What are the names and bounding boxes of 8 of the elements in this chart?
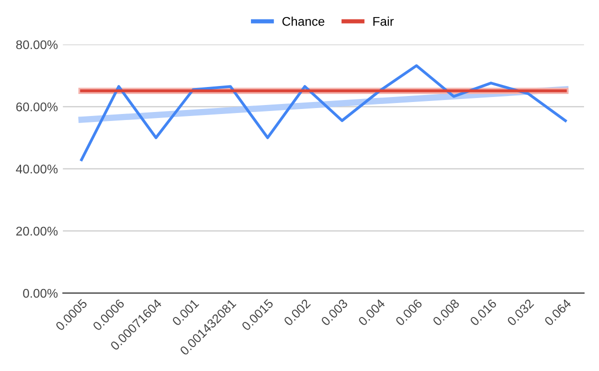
y-tick-label: 0.00%: [23, 288, 58, 298]
y-tick-label: 40.00%: [16, 164, 58, 174]
legend-label: Fair: [373, 16, 394, 26]
y-tick-label: 80.00%: [16, 40, 58, 50]
line-series: [80, 64, 567, 162]
legend-label: Chance: [282, 16, 324, 26]
y-tick-label: 60.00%: [16, 102, 58, 112]
y-tick-label: 20.00%: [16, 226, 58, 236]
